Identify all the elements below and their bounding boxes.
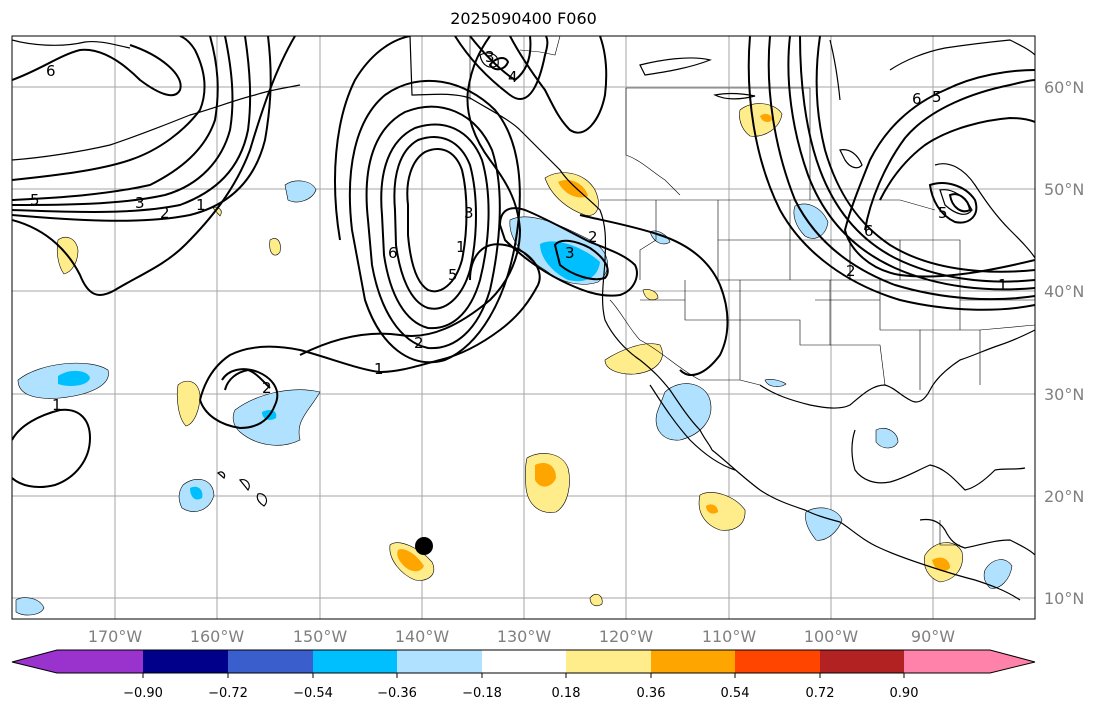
contour-label: 3 xyxy=(464,204,474,222)
contour-label: 3 xyxy=(485,48,495,66)
contour-label: 2 xyxy=(414,334,424,352)
colorbar-labels: −0.90 −0.72 −0.54 −0.36 −0.18 0.18 0.36 … xyxy=(123,686,918,701)
lon-label: 100°W xyxy=(804,627,859,646)
lon-label: 160°W xyxy=(190,627,245,646)
contour-label: 5 xyxy=(448,266,458,284)
colorbar-segment xyxy=(735,650,820,673)
colorbar-segment xyxy=(651,650,735,673)
lon-label: 130°W xyxy=(497,627,552,646)
contour-label: 2 xyxy=(588,228,598,246)
negative-anomaly-shading xyxy=(15,180,1013,616)
map-frame xyxy=(11,35,1036,620)
colorbar-label: 0.54 xyxy=(721,686,750,701)
coastlines xyxy=(12,36,1035,601)
lat-label: 20°N xyxy=(1044,487,1084,506)
colorbar-label: 0.36 xyxy=(637,686,666,701)
colorbar-label: 0.90 xyxy=(890,686,919,701)
lon-label: 140°W xyxy=(395,627,450,646)
contour-label: 2 xyxy=(160,204,170,222)
colorbar-label: −0.36 xyxy=(377,686,417,701)
contour-lines xyxy=(12,36,1035,488)
borders xyxy=(469,36,1035,546)
colorbar-segment xyxy=(820,650,904,673)
contour-label: 6 xyxy=(388,244,398,262)
contour-label: 5 xyxy=(932,88,942,106)
colorbar-label: 0.18 xyxy=(552,686,581,701)
lon-label: 170°W xyxy=(88,627,143,646)
longitude-labels: 170°W 160°W 150°W 140°W 130°W 120°W 110°… xyxy=(88,627,955,646)
colorbar-label: −0.90 xyxy=(123,686,163,701)
lon-label: 120°W xyxy=(599,627,654,646)
lat-label: 30°N xyxy=(1044,385,1084,404)
colorbar-segment xyxy=(143,650,228,673)
contour-label: 3 xyxy=(135,194,145,212)
contour-label: 4 xyxy=(508,68,518,86)
contour-label: 1 xyxy=(52,396,62,414)
colorbar-label: −0.18 xyxy=(462,686,502,701)
map-title: 2025090400 F060 xyxy=(450,9,597,28)
latitude-labels: 60°N 50°N 40°N 30°N 20°N 10°N xyxy=(1044,78,1084,608)
contour-label: 1 xyxy=(456,238,466,256)
lat-label: 10°N xyxy=(1044,589,1084,608)
colorbar-segment xyxy=(566,650,651,673)
colorbar-label: −0.54 xyxy=(293,686,333,701)
lon-label: 90°W xyxy=(911,627,955,646)
colorbar-label: 0.72 xyxy=(806,686,835,701)
colorbar-segment xyxy=(904,650,1035,673)
lon-label: 150°W xyxy=(293,627,348,646)
contour-label: 3 xyxy=(565,244,575,262)
contour-label: 2 xyxy=(262,379,272,397)
contour-labels: 6 5 3 2 1 6 5 3 1 2 1 2 1 3 2 4 3 6 5 6 … xyxy=(30,48,1008,414)
contour-label: 6 xyxy=(46,62,56,80)
lat-label: 50°N xyxy=(1044,180,1084,199)
lon-label: 110°W xyxy=(702,627,757,646)
contour-label: 1 xyxy=(998,276,1008,294)
colorbar: −0.90 −0.72 −0.54 −0.36 −0.18 0.18 0.36 … xyxy=(11,649,1036,701)
contour-label: 1 xyxy=(196,196,206,214)
contour-label: 2 xyxy=(846,262,856,280)
map-area: 6 5 3 2 1 6 5 3 1 2 1 2 1 3 2 4 3 6 5 6 … xyxy=(12,36,1035,619)
contour-label: 5 xyxy=(938,204,948,222)
lat-label: 60°N xyxy=(1044,78,1084,97)
lat-label: 40°N xyxy=(1044,282,1084,301)
colorbar-label: −0.72 xyxy=(208,686,248,701)
colorbar-segment xyxy=(397,650,482,673)
contour-label: 1 xyxy=(374,360,384,378)
contour-label: 6 xyxy=(912,90,922,108)
colorbar-segment xyxy=(313,650,397,673)
contour-label: 6 xyxy=(864,222,874,240)
colorbar-segment xyxy=(12,650,143,673)
colorbar-ticks xyxy=(142,673,905,678)
positive-anomaly-shading xyxy=(56,103,963,607)
contour-label: 5 xyxy=(30,191,40,209)
colorbar-segment xyxy=(482,650,566,673)
storm-position-marker xyxy=(415,537,433,555)
colorbar-outline xyxy=(11,649,1036,674)
colorbar-segment xyxy=(228,650,313,673)
